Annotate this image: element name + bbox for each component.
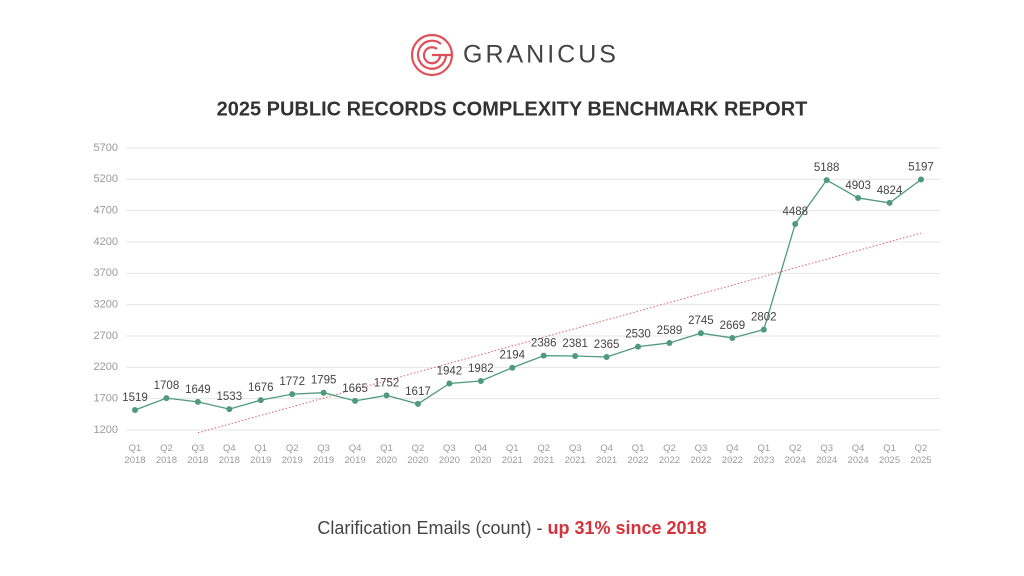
data-point — [697, 330, 704, 337]
data-label: 2386 — [531, 338, 557, 350]
data-label: 2589 — [657, 325, 683, 337]
x-tick-label: Q3 2021 — [564, 443, 586, 466]
data-point — [163, 395, 170, 402]
x-tick-label: Q1 2018 — [124, 443, 146, 466]
x-tick-label: Q3 2020 — [438, 443, 460, 466]
data-label: 4488 — [782, 206, 808, 218]
data-point — [886, 199, 893, 206]
x-label: Clarification Emails (count) - — [317, 518, 543, 538]
data-point — [823, 177, 830, 184]
x-tick-label: Q4 2019 — [344, 443, 366, 466]
data-label: 2381 — [562, 338, 588, 350]
data-point — [792, 220, 799, 227]
y-tick-label: 2700 — [94, 330, 118, 342]
y-tick-label: 4200 — [94, 236, 118, 248]
x-axis-label: Clarification Emails (count) - up 31% si… — [0, 518, 1024, 539]
x-tick-label: Q1 2025 — [878, 443, 901, 466]
x-tick-label: Q2 2020 — [407, 443, 429, 466]
data-point — [918, 176, 924, 183]
y-tick-label: 5700 — [94, 142, 118, 154]
x-tick-label: Q1 2020 — [375, 443, 398, 466]
data-point — [572, 352, 579, 359]
x-tick-label: Q3 2018 — [187, 443, 209, 466]
x-tick-label: Q3 2019 — [313, 443, 335, 466]
data-point — [603, 353, 610, 360]
data-point — [760, 326, 767, 333]
data-label: 1617 — [405, 386, 431, 398]
y-tick-label: 5200 — [94, 173, 118, 185]
data-point — [257, 397, 264, 404]
x-tick-label: Q4 2022 — [721, 443, 743, 466]
data-point — [383, 392, 390, 399]
data-label: 2530 — [625, 329, 651, 341]
x-tick-label: Q4 2021 — [596, 443, 618, 466]
data-label: 4903 — [845, 180, 871, 192]
x-tick-label: Q1 2019 — [250, 443, 272, 466]
brand: GRANICUS — [463, 41, 619, 69]
x-tick-label: Q4 2018 — [218, 443, 240, 466]
data-point — [194, 398, 201, 405]
data-label: 1676 — [248, 382, 274, 394]
data-label: 1795 — [311, 375, 337, 387]
y-tick-label: 4700 — [94, 205, 118, 217]
x-tick-label: Q1 2022 — [627, 443, 649, 466]
x-tick-label: Q2 2025 — [910, 443, 932, 466]
chart-title: 2025 PUBLIC RECORDS COMPLEXITY BENCHMARK… — [217, 98, 808, 120]
x-tick-label: Q3 2022 — [690, 443, 712, 466]
x-tick-label: Q4 2020 — [470, 443, 492, 466]
data-point — [226, 406, 233, 413]
data-point — [414, 400, 421, 407]
data-point — [540, 352, 547, 359]
x-tick-label: Q2 2019 — [281, 443, 303, 466]
data-label: 1519 — [122, 392, 148, 404]
x-tick-label: Q1 2021 — [501, 443, 523, 466]
data-point — [477, 377, 484, 384]
y-tick-label: 3200 — [94, 299, 118, 311]
data-point — [635, 343, 642, 350]
x-tick-label: Q3 2024 — [816, 443, 838, 466]
x-tick-label: Q2 2024 — [784, 443, 806, 466]
data-label: 1982 — [468, 363, 494, 375]
data-label: 2745 — [688, 315, 714, 327]
data-label: 1772 — [279, 376, 305, 388]
data-label: 1649 — [185, 384, 211, 396]
y-tick-label: 1700 — [94, 393, 118, 405]
data-label: 1533 — [217, 391, 243, 403]
data-label: 1942 — [437, 366, 463, 378]
data-label: 5197 — [908, 162, 934, 174]
data-label: 2194 — [499, 350, 525, 362]
logo-icon — [410, 33, 454, 77]
x-tick-label: Q1 2023 — [753, 443, 775, 466]
data-label: 4824 — [877, 185, 903, 197]
data-label: 2802 — [751, 312, 777, 324]
data-label: 1708 — [154, 380, 180, 392]
data-point — [132, 407, 138, 414]
trendline — [197, 232, 922, 434]
x-tick-label: Q2 2021 — [533, 443, 555, 466]
y-tick-label: 2200 — [94, 361, 118, 373]
data-point — [289, 391, 296, 398]
y-tick-label: 3700 — [94, 267, 118, 279]
data-label: 1752 — [374, 377, 400, 389]
annotation: up 31% since 2018 — [547, 518, 707, 538]
data-point — [855, 194, 862, 201]
data-point — [352, 397, 359, 404]
y-tick-label: 1200 — [94, 424, 118, 436]
data-point — [666, 339, 673, 346]
data-label: 2365 — [594, 339, 620, 351]
data-label: 1665 — [342, 383, 368, 395]
data-point — [320, 389, 327, 396]
data-label: 2669 — [720, 320, 746, 332]
x-tick-label: Q4 2024 — [847, 443, 869, 466]
data-point — [509, 364, 516, 371]
data-label: 5188 — [814, 162, 840, 174]
data-point — [446, 380, 453, 387]
data-line — [134, 178, 922, 411]
x-tick-label: Q2 2018 — [155, 443, 177, 466]
x-tick-label: Q2 2022 — [658, 443, 681, 466]
data-point — [729, 334, 736, 341]
